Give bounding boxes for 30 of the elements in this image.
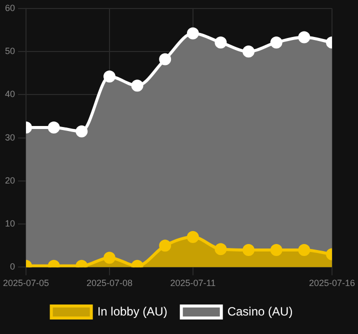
x-tick-label: 2025-07-08 [86,278,132,288]
point [186,231,199,244]
point [186,27,199,40]
x-tick-label: 2025-07-16 [308,278,356,288]
y-tick-label: 10 [5,218,16,229]
x-tick-label: 2025-07-05 [2,278,50,288]
y-tick-label: 50 [5,46,16,56]
point [214,243,227,256]
point [298,31,310,44]
point [76,125,88,138]
y-tick-label: 40 [5,89,16,100]
x-tick-label: 2025-07-11 [170,278,216,288]
point [103,252,116,264]
point [159,240,172,252]
point [298,244,310,256]
point [214,36,227,48]
legend-label: Casino (AU) [227,304,293,318]
point [103,70,116,83]
y-tick-label: 0 [10,262,16,272]
legend-label: In lobby (AU) [97,304,168,318]
point [48,121,60,134]
point [131,80,144,92]
y-tick-label: 60 [5,2,16,13]
point [159,53,172,66]
y-tick-label: 30 [5,132,16,142]
y-tick-label: 20 [5,175,16,186]
point [270,36,282,48]
point [242,46,255,58]
point [242,244,255,256]
point [270,244,282,256]
